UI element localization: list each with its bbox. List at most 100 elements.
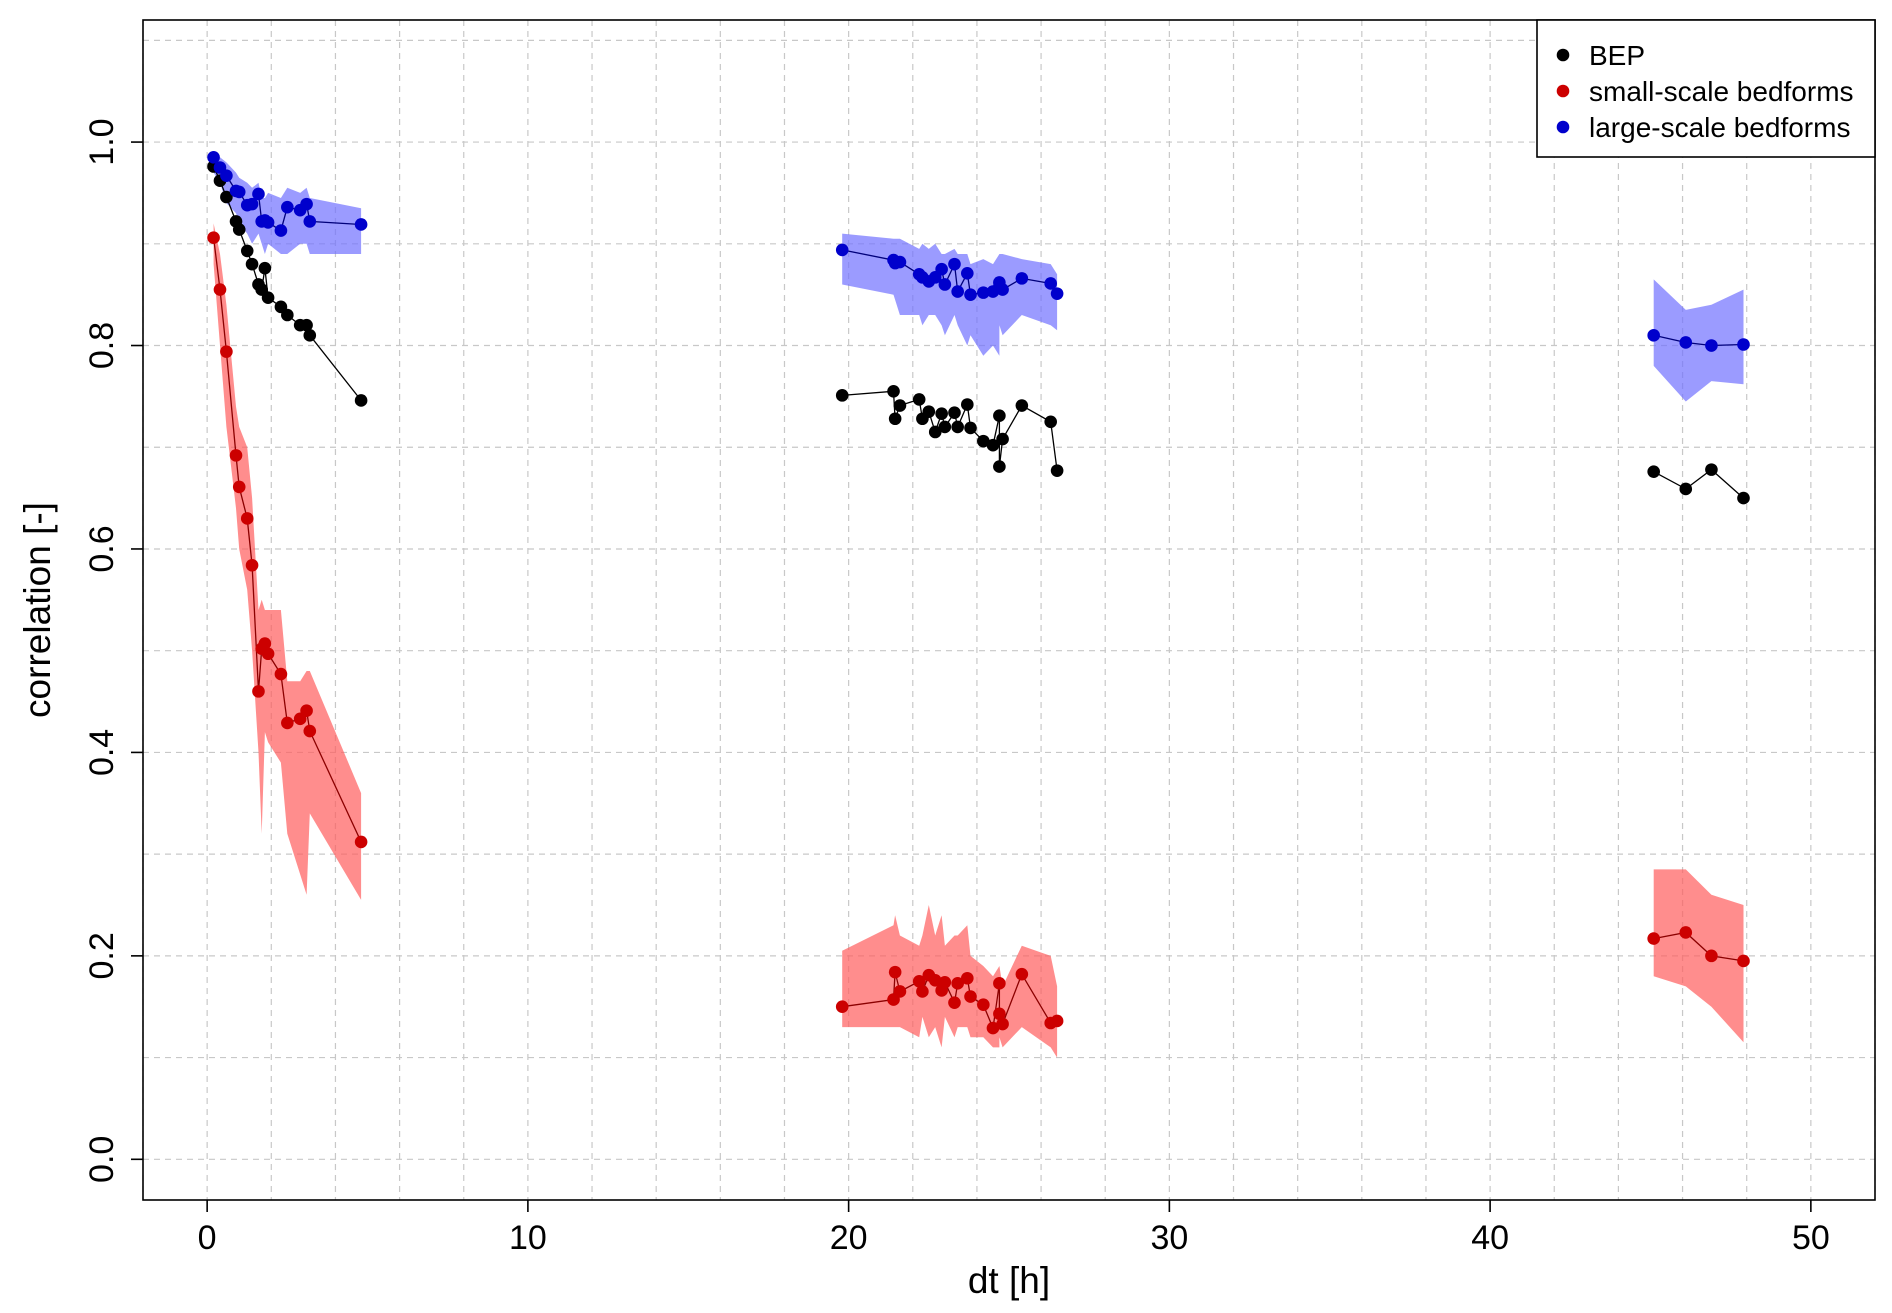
- data-point: [986, 1021, 1000, 1035]
- data-point: [1015, 399, 1029, 412]
- data-point: [1050, 1014, 1064, 1028]
- x-tick-label: 50: [1792, 1219, 1830, 1257]
- data-point: [948, 996, 961, 1009]
- data-point: [964, 421, 977, 435]
- y-tick-label: 0.6: [83, 525, 121, 572]
- data-point: [245, 558, 259, 572]
- data-point: [300, 704, 313, 718]
- y-tick-label: 0.4: [83, 729, 121, 776]
- data-point: [996, 283, 1009, 296]
- data-point: [207, 231, 220, 244]
- data-point: [245, 197, 259, 211]
- data-point: [1647, 465, 1660, 478]
- data-point: [1679, 926, 1693, 939]
- y-tick-label: 1.0: [83, 118, 121, 165]
- data-point: [232, 223, 246, 236]
- data-point: [835, 1000, 849, 1014]
- data-points: [207, 151, 1750, 1035]
- data-point: [993, 409, 1006, 423]
- data-point: [951, 420, 964, 434]
- x-tick-label: 10: [509, 1219, 547, 1257]
- data-point: [996, 1017, 1009, 1031]
- y-tick-label: 0.8: [83, 322, 121, 369]
- data-point: [1737, 954, 1750, 968]
- y-tick-label: 0.0: [83, 1136, 121, 1183]
- data-point: [961, 971, 974, 985]
- data-point: [1050, 464, 1064, 477]
- x-tick-label: 20: [830, 1219, 868, 1257]
- data-point: [928, 425, 942, 439]
- data-point: [300, 318, 313, 332]
- data-point: [1679, 482, 1693, 496]
- legend-marker: [1556, 120, 1570, 134]
- data-point: [274, 667, 288, 681]
- data-point: [232, 480, 246, 494]
- data-point: [938, 976, 952, 989]
- data-point: [281, 716, 294, 730]
- legend-label: large-scale bedforms: [1589, 112, 1850, 143]
- data-point: [964, 990, 977, 1003]
- data-point: [893, 399, 907, 412]
- data-point: [835, 243, 849, 257]
- data-point: [951, 285, 964, 298]
- legend-label: BEP: [1589, 40, 1645, 71]
- data-point: [303, 215, 317, 228]
- legend-marker: [1556, 48, 1570, 62]
- confidence-band: [213, 223, 362, 900]
- legend: BEP small-scale bedforms large-scale bedfo…: [1536, 19, 1876, 158]
- data-point: [977, 286, 990, 299]
- data-point: [1705, 463, 1718, 476]
- x-axis-title: dt [h]: [968, 1260, 1050, 1301]
- data-point: [893, 985, 907, 998]
- data-point: [996, 432, 1009, 446]
- x-tick-label: 0: [198, 1219, 217, 1257]
- data-point: [300, 197, 313, 211]
- grid: [142, 20, 1876, 1200]
- y-axis-ticks: 0.0 0.2 0.4 0.6 0.8 1.0: [83, 118, 143, 1183]
- data-point: [303, 329, 317, 342]
- data-point: [1647, 329, 1660, 342]
- data-point: [229, 449, 243, 462]
- data-point: [281, 200, 294, 214]
- data-point: [281, 308, 294, 322]
- data-point: [993, 1007, 1006, 1021]
- data-point: [220, 169, 233, 182]
- data-point: [977, 998, 990, 1011]
- data-point: [1647, 932, 1660, 945]
- data-point: [977, 434, 990, 448]
- data-point: [354, 218, 368, 231]
- data-point: [912, 393, 926, 406]
- data-point: [922, 405, 936, 418]
- confidence-band: [1653, 279, 1744, 402]
- x-tick-label: 40: [1471, 1219, 1509, 1257]
- data-point: [887, 384, 900, 398]
- data-point: [1705, 339, 1718, 352]
- data-point: [986, 438, 1000, 452]
- data-point: [928, 973, 942, 987]
- data-point: [916, 985, 929, 998]
- data-point: [935, 407, 948, 420]
- data-point: [993, 977, 1006, 990]
- data-point: [1705, 949, 1718, 963]
- data-point: [207, 151, 220, 164]
- data-point: [240, 244, 254, 258]
- data-point: [961, 266, 974, 280]
- y-tick-label: 0.2: [83, 932, 121, 979]
- data-point: [948, 406, 961, 419]
- data-point: [888, 412, 902, 426]
- data-point: [274, 224, 288, 237]
- data-point: [303, 724, 317, 738]
- data-point: [232, 185, 246, 199]
- legend-marker: [1556, 84, 1570, 98]
- data-point: [964, 288, 977, 301]
- plot-frame: [142, 19, 1876, 1201]
- data-point: [354, 835, 368, 849]
- series-line: [1653, 931, 1744, 962]
- data-point: [948, 257, 961, 271]
- data-point: [261, 291, 275, 305]
- data-point: [951, 977, 964, 990]
- data-point: [220, 190, 233, 204]
- data-point: [252, 685, 265, 698]
- data-point: [835, 389, 849, 402]
